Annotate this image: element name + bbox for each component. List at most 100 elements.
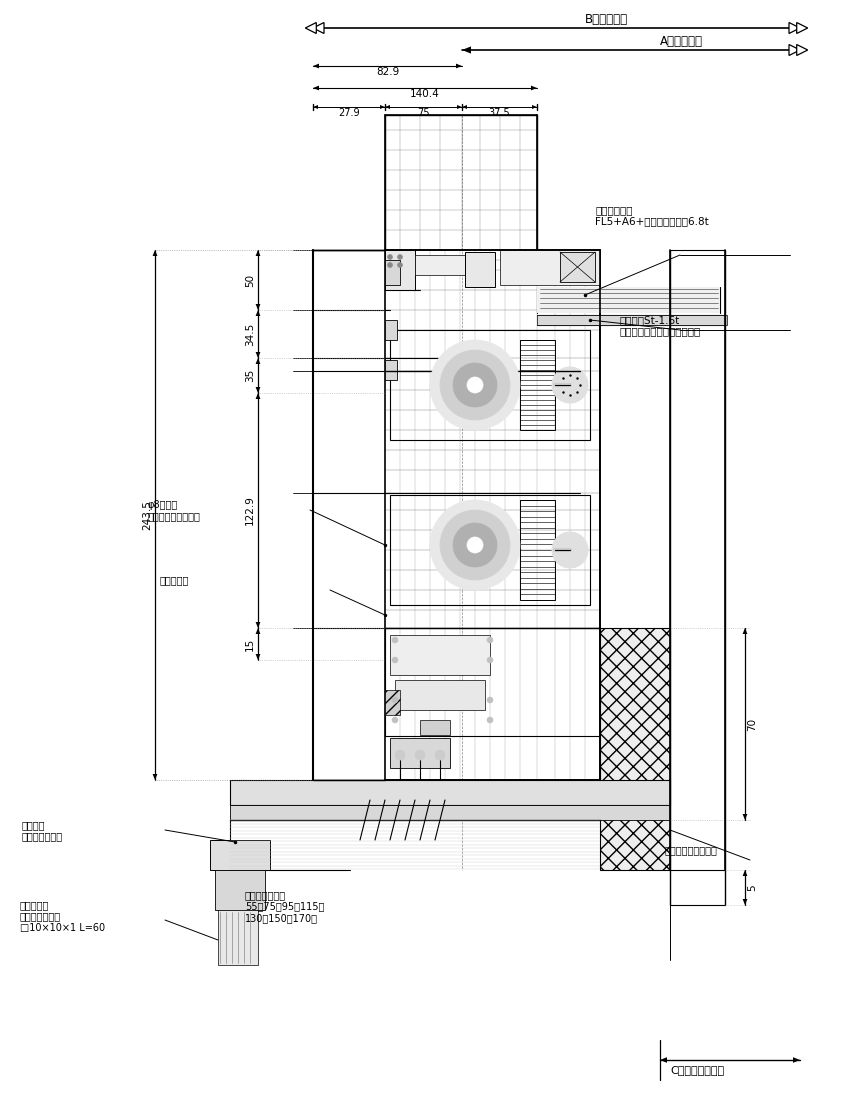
Bar <box>230 780 670 805</box>
Bar <box>218 910 258 965</box>
Polygon shape <box>742 870 747 876</box>
Polygon shape <box>313 85 319 91</box>
Polygon shape <box>256 654 260 660</box>
Bar <box>537 315 727 325</box>
Circle shape <box>387 262 392 268</box>
Bar <box>415 255 465 275</box>
Bar <box>560 252 595 282</box>
Polygon shape <box>385 105 390 108</box>
Bar <box>420 720 450 735</box>
Text: 複層ガラス：
FL5+A6+鋼入型板ガラス6.8t: 複層ガラス： FL5+A6+鋼入型板ガラス6.8t <box>595 205 708 227</box>
Circle shape <box>467 377 483 393</box>
Circle shape <box>467 537 483 554</box>
Text: 規格水切
（オプション）: 規格水切 （オプション） <box>22 820 63 841</box>
Text: 仕上材（別途工事）: 仕上材（別途工事） <box>665 845 718 855</box>
Text: 82.9: 82.9 <box>376 68 399 77</box>
Polygon shape <box>313 22 324 33</box>
Text: 140.4: 140.4 <box>410 89 440 99</box>
Polygon shape <box>789 44 800 55</box>
Circle shape <box>552 532 588 568</box>
Polygon shape <box>153 774 157 780</box>
Polygon shape <box>789 22 800 33</box>
Text: A：呼称寸法: A：呼称寸法 <box>659 35 702 48</box>
Text: 27.9: 27.9 <box>338 108 359 118</box>
Circle shape <box>487 637 493 643</box>
Polygon shape <box>660 1057 667 1063</box>
Text: 37.5: 37.5 <box>489 108 511 118</box>
Circle shape <box>415 751 425 761</box>
Text: 50: 50 <box>245 273 255 287</box>
Bar <box>385 360 397 380</box>
Bar <box>385 250 415 290</box>
Bar <box>395 680 485 710</box>
Polygon shape <box>256 393 260 399</box>
Circle shape <box>430 340 520 430</box>
Polygon shape <box>256 387 260 393</box>
Bar <box>390 330 590 439</box>
Bar <box>390 738 450 768</box>
Bar <box>230 805 670 820</box>
Polygon shape <box>456 63 462 69</box>
Polygon shape <box>380 105 385 108</box>
Polygon shape <box>797 44 808 55</box>
Circle shape <box>397 255 403 259</box>
Circle shape <box>440 510 510 580</box>
Bar <box>215 870 265 910</box>
Polygon shape <box>305 22 316 33</box>
Bar <box>500 250 600 284</box>
Polygon shape <box>793 1057 800 1063</box>
Bar <box>390 495 590 606</box>
Text: 35: 35 <box>245 369 255 382</box>
Circle shape <box>392 656 398 663</box>
Circle shape <box>435 751 445 761</box>
Text: C：仕上開口寸法: C：仕上開口寸法 <box>670 1065 724 1075</box>
Text: 15: 15 <box>245 638 255 651</box>
Text: 5: 5 <box>747 884 757 891</box>
Bar <box>210 840 270 870</box>
Polygon shape <box>256 622 260 628</box>
Polygon shape <box>531 85 537 91</box>
Polygon shape <box>797 22 808 33</box>
Polygon shape <box>462 46 471 53</box>
Bar <box>465 252 495 287</box>
Bar <box>520 340 555 430</box>
Circle shape <box>397 262 403 268</box>
Text: 34.5: 34.5 <box>245 322 255 345</box>
Bar <box>537 287 720 313</box>
Text: シーリング: シーリング <box>160 575 189 584</box>
Polygon shape <box>256 250 260 256</box>
Polygon shape <box>153 250 157 256</box>
Bar <box>385 320 397 340</box>
Polygon shape <box>742 899 747 906</box>
Bar <box>385 628 600 736</box>
Text: 排水パイプ
（オプション）
□10×10×1 L=60: 排水パイプ （オプション） □10×10×1 L=60 <box>20 900 105 933</box>
Circle shape <box>395 751 405 761</box>
Polygon shape <box>313 63 319 69</box>
Polygon shape <box>742 814 747 820</box>
Polygon shape <box>742 628 747 634</box>
Polygon shape <box>256 304 260 310</box>
Polygon shape <box>256 628 260 634</box>
Circle shape <box>487 656 493 663</box>
Polygon shape <box>256 352 260 358</box>
Bar <box>520 500 555 600</box>
Circle shape <box>430 500 520 590</box>
Bar <box>385 260 400 284</box>
Bar <box>385 690 400 715</box>
Bar <box>600 628 670 870</box>
Polygon shape <box>532 105 537 108</box>
Circle shape <box>387 255 392 259</box>
Circle shape <box>453 523 497 567</box>
Text: 耐火材：St-1.6t
（高耐食性溶融メッキ鋼板）: 耐火材：St-1.6t （高耐食性溶融メッキ鋼板） <box>620 315 702 337</box>
Circle shape <box>487 697 493 703</box>
Bar <box>390 635 490 675</box>
Polygon shape <box>462 105 467 108</box>
Circle shape <box>552 368 588 403</box>
Polygon shape <box>313 105 318 108</box>
Polygon shape <box>256 310 260 315</box>
Circle shape <box>392 697 398 703</box>
Circle shape <box>440 350 510 420</box>
Text: 122.9: 122.9 <box>245 496 255 526</box>
Circle shape <box>453 363 497 407</box>
Circle shape <box>392 717 398 723</box>
